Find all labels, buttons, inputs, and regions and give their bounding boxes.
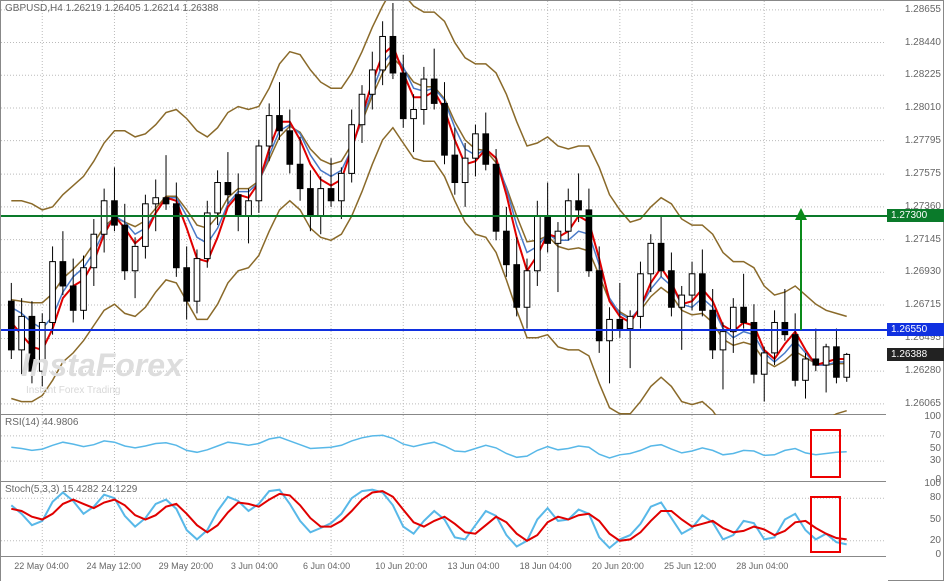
chart-title: GBPUSD,H4 1.26219 1.26405 1.26214 1.2638… [5, 3, 219, 14]
forecast-arrow [791, 206, 811, 332]
main-price-panel[interactable]: GBPUSD,H4 1.26219 1.26405 1.26214 1.2638… [1, 1, 888, 415]
stoch-highlight-box [810, 496, 841, 553]
rsi-yaxis: 0305070100 [886, 415, 943, 482]
rsi-title: RSI(14) 44.9806 [5, 417, 78, 428]
stoch-title: Stoch(5,3,3) 15.4282 24.1229 [5, 484, 137, 495]
chart-container: GBPUSD,H4 1.26219 1.26405 1.26214 1.2638… [0, 0, 944, 581]
stoch-panel[interactable]: Stoch(5,3,3) 15.4282 24.1229 [1, 482, 888, 557]
main-chart-svg [1, 1, 888, 415]
xaxis: 22 May 04:0024 May 12:0029 May 20:003 Ju… [1, 557, 888, 581]
rsi-chart-svg [1, 415, 888, 482]
stoch-yaxis: 0205080100 [886, 482, 943, 557]
rsi-panel[interactable]: RSI(14) 44.9806 [1, 415, 888, 482]
rsi-highlight-box [810, 429, 841, 478]
